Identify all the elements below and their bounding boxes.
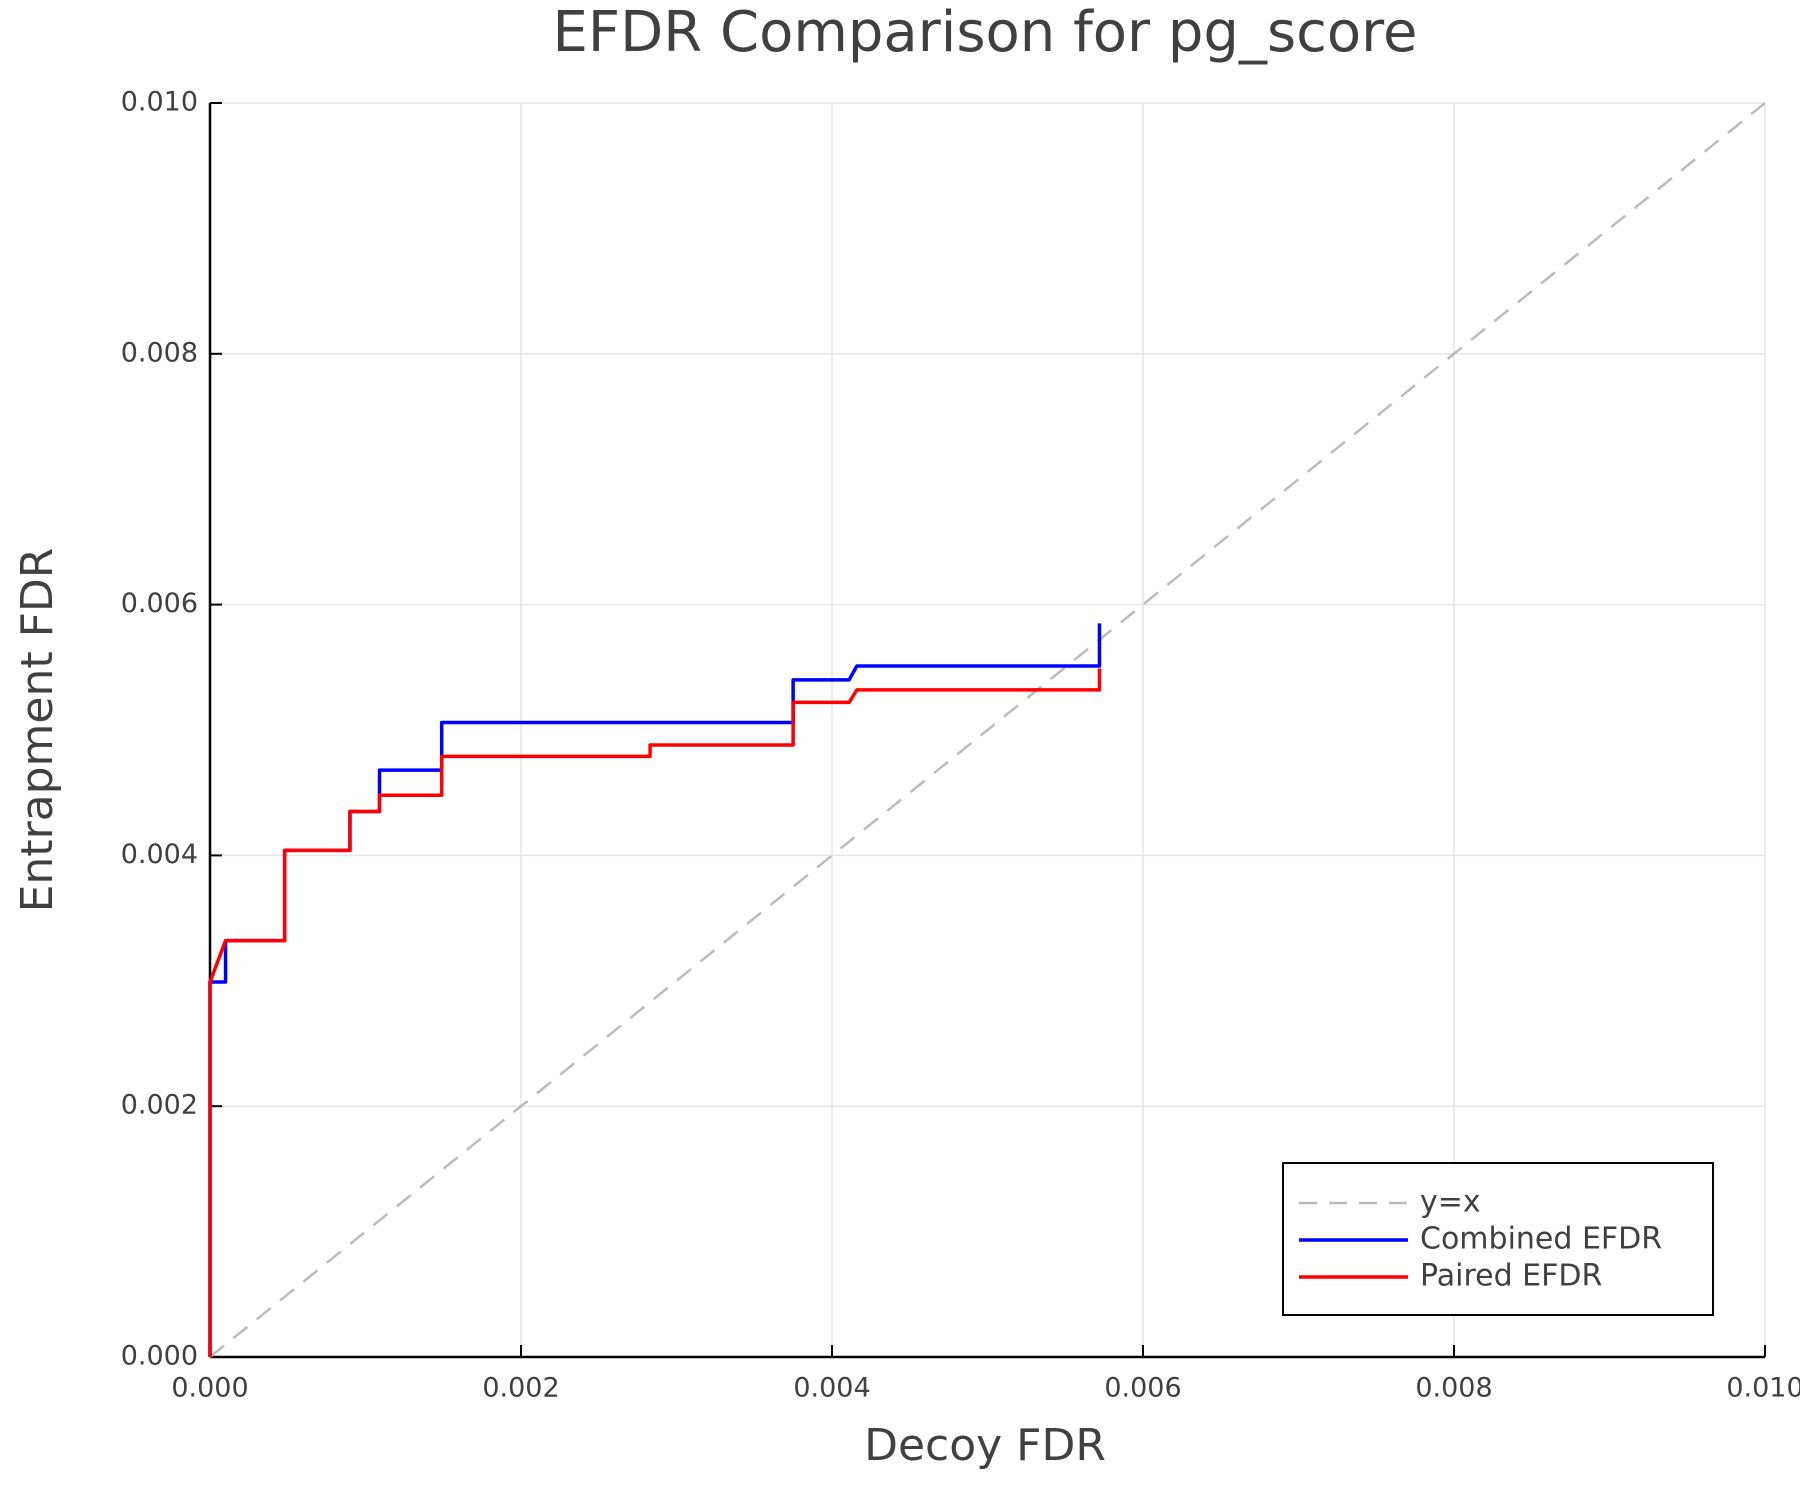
y-tick-label: 0.010 — [121, 87, 198, 118]
y-tick-label: 0.006 — [121, 588, 198, 619]
y-tick-label: 0.008 — [121, 337, 198, 368]
x-tick-label: 0.004 — [793, 1373, 870, 1404]
y-tick-label: 0.000 — [121, 1341, 198, 1372]
y-axis-label: Entrapment FDR — [12, 548, 63, 913]
x-tick-label: 0.000 — [171, 1373, 248, 1404]
y-tick-label: 0.002 — [121, 1090, 198, 1121]
y-tick-label: 0.004 — [121, 839, 198, 870]
x-tick-label: 0.008 — [1415, 1373, 1492, 1404]
legend-label: Combined EFDR — [1420, 1222, 1662, 1257]
x-tick-label: 0.006 — [1104, 1373, 1181, 1404]
x-axis-label: Decoy FDR — [864, 1420, 1106, 1471]
data-line — [208, 668, 1102, 1357]
data-line — [208, 623, 1102, 1357]
data-line — [209, 102, 1766, 1358]
chart-title: EFDR Comparison for pg_score — [553, 0, 1418, 65]
legend-label: Paired EFDR — [1420, 1259, 1602, 1294]
x-tick-label: 0.010 — [1726, 1373, 1800, 1404]
x-tick-label: 0.002 — [482, 1373, 559, 1404]
legend-label: y=x — [1420, 1185, 1481, 1220]
